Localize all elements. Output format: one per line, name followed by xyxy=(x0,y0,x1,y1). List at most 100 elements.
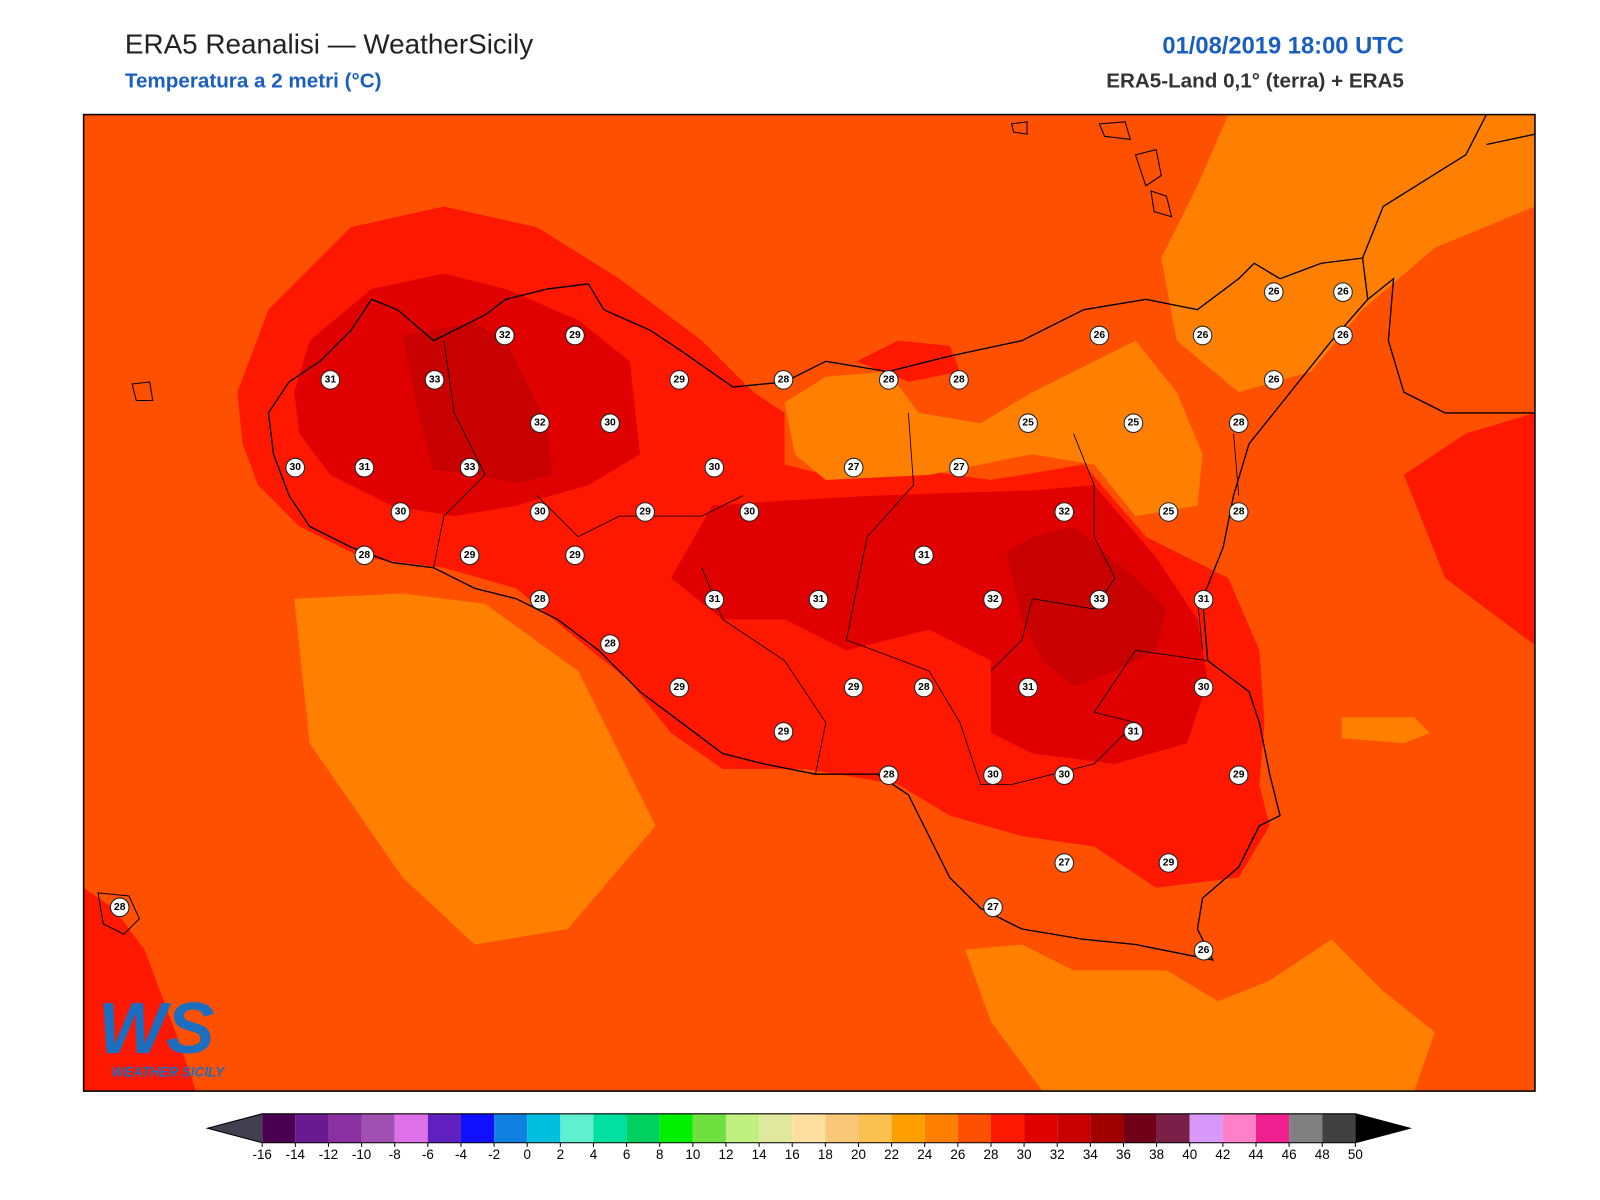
colorbar-bin xyxy=(527,1113,561,1143)
station: 30 xyxy=(983,765,1003,786)
colorbar-bin xyxy=(759,1113,793,1143)
station: 28 xyxy=(354,545,375,566)
station-marker xyxy=(914,545,934,566)
colorbar-tick-label: 32 xyxy=(1050,1147,1065,1162)
station-value: 28 xyxy=(778,374,790,385)
station-marker xyxy=(1264,370,1284,390)
station-marker xyxy=(773,370,794,390)
station: 29 xyxy=(565,325,585,346)
colorbar-bin xyxy=(957,1113,991,1143)
station-value: 29 xyxy=(569,550,581,561)
station-value: 31 xyxy=(813,594,825,605)
contour xyxy=(1403,412,1535,646)
colorbar-tick-label: -12 xyxy=(319,1147,338,1162)
station-marker xyxy=(739,502,760,522)
station-value: 28 xyxy=(883,374,895,385)
colorbar-bin xyxy=(1156,1113,1190,1143)
station-marker xyxy=(1228,502,1249,522)
station-marker xyxy=(424,370,445,390)
station-marker xyxy=(843,677,864,698)
station-value: 30 xyxy=(1198,682,1210,693)
colorbar-tick-label: 8 xyxy=(656,1147,663,1162)
colorbar-tick-label: 16 xyxy=(785,1147,800,1162)
station-marker xyxy=(565,545,585,566)
station-marker xyxy=(600,413,620,434)
station-value: 31 xyxy=(325,374,337,385)
colorbar-bin xyxy=(427,1113,461,1143)
station-value: 26 xyxy=(1197,330,1209,341)
station-marker xyxy=(1054,853,1075,873)
contour xyxy=(1341,717,1430,744)
station: 29 xyxy=(565,545,585,566)
station: 31 xyxy=(914,545,934,566)
colorbar-bin xyxy=(394,1113,428,1143)
station: 26 xyxy=(1193,940,1214,961)
station-marker xyxy=(354,457,375,478)
station-value: 31 xyxy=(1128,726,1140,737)
contour xyxy=(1161,114,1535,393)
station-value: 28 xyxy=(1233,507,1245,518)
colorbar-bin xyxy=(858,1113,892,1143)
colorbar-bin xyxy=(1289,1113,1323,1143)
colorbar-bin xyxy=(626,1113,660,1143)
station: 30 xyxy=(390,502,411,522)
station-value: 30 xyxy=(987,770,999,781)
station: 33 xyxy=(1089,589,1110,610)
station-marker xyxy=(390,502,411,522)
station-value: 30 xyxy=(744,507,756,518)
station: 30 xyxy=(530,502,550,522)
station: 28 xyxy=(109,897,130,918)
colorbar-bin xyxy=(1024,1113,1058,1143)
station-value: 29 xyxy=(1163,857,1175,868)
colorbar-tick-label: 30 xyxy=(1017,1147,1032,1162)
station: 29 xyxy=(459,545,480,566)
colorbar-bin xyxy=(460,1113,495,1143)
colorbar-tick-label: 44 xyxy=(1249,1147,1264,1162)
station: 26 xyxy=(1192,325,1213,346)
station-marker xyxy=(983,765,1003,786)
colorbar: -16 -14 -12 -10 -8 -6 -4 -2 0 2 4 6 8 10 12 14 16 18 20 22 2… xyxy=(205,1113,1413,1162)
logo-mark: WS xyxy=(98,989,214,1069)
colorbar-bin xyxy=(1090,1113,1124,1143)
colorbar-tick-label: 50 xyxy=(1348,1147,1363,1162)
station-value: 30 xyxy=(1059,770,1071,781)
station-marker xyxy=(635,502,655,522)
station: 25 xyxy=(1158,502,1179,522)
station: 28 xyxy=(530,589,550,610)
colorbar-bin xyxy=(825,1113,859,1143)
colorbar-bin xyxy=(262,1113,296,1143)
station-marker xyxy=(1054,502,1075,522)
station-value: 26 xyxy=(1094,330,1106,341)
station-marker xyxy=(1193,940,1214,961)
station: 31 xyxy=(1123,722,1144,742)
colorbar-tick-label: 10 xyxy=(685,1147,700,1162)
station: 29 xyxy=(635,502,655,522)
station-marker xyxy=(530,589,550,610)
colorbar-tick-label: -4 xyxy=(455,1147,467,1162)
station: 26 xyxy=(1264,370,1284,390)
station-marker xyxy=(459,457,480,478)
station-value: 30 xyxy=(289,462,301,473)
station: 30 xyxy=(285,457,306,478)
station: 28 xyxy=(1228,413,1249,434)
station: 29 xyxy=(669,677,690,698)
station-value: 32 xyxy=(1059,507,1071,518)
colorbar-tick-label: -6 xyxy=(422,1147,434,1162)
station-value: 26 xyxy=(1337,330,1349,341)
station-marker xyxy=(1158,502,1179,522)
station: 30 xyxy=(1193,677,1214,698)
station-value: 25 xyxy=(1163,507,1175,518)
station-marker xyxy=(1333,325,1353,346)
colorbar-tick-label: 36 xyxy=(1116,1147,1131,1162)
coastline xyxy=(267,257,1369,961)
station-marker xyxy=(565,325,585,346)
station: 29 xyxy=(843,677,864,698)
station-marker xyxy=(109,897,130,918)
station: 26 xyxy=(1333,282,1353,302)
station-value: 28 xyxy=(534,594,546,605)
station-marker xyxy=(949,370,969,390)
colorbar-bin xyxy=(659,1113,693,1143)
station-marker xyxy=(1192,325,1213,346)
station: 32 xyxy=(1054,502,1075,522)
